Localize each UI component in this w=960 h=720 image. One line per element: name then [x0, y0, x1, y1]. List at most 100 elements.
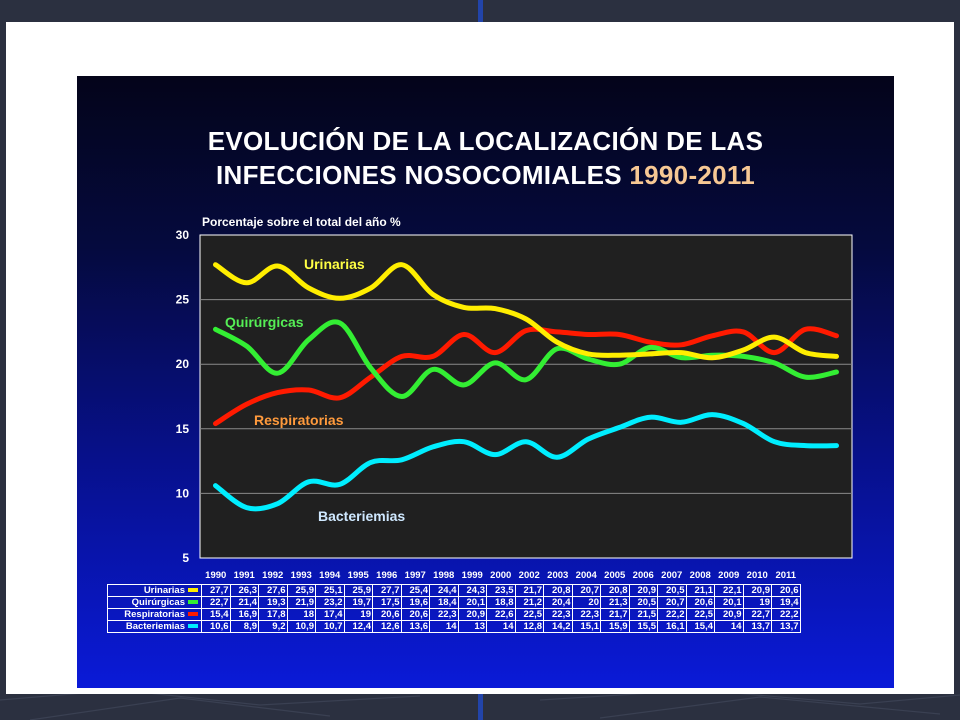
- bottom-accent-bar: [478, 694, 483, 720]
- y-tick-label: 15: [176, 422, 190, 436]
- legend-swatch: [188, 611, 198, 616]
- y-tick-label: 5: [182, 551, 189, 565]
- x-tick-label: 1999: [461, 569, 483, 581]
- table-cell: 22,2: [771, 607, 801, 621]
- x-tick-label: 2005: [604, 569, 626, 581]
- x-tick-label: 1992: [262, 569, 284, 581]
- table-row: Respiratorias 15,4 16,9 17,8 18 17,4 19 20,6 20,…: [107, 607, 801, 621]
- table-cell: 20,6: [685, 595, 715, 609]
- plot-area: [199, 234, 853, 559]
- table-cell: 19,6: [400, 595, 430, 609]
- table-cell: 13: [457, 619, 487, 633]
- table-series-name: Quirúrgicas: [131, 596, 185, 608]
- x-tick-label: 2010: [746, 569, 768, 581]
- line-chart: 5 10 15 20 25 30: [176, 228, 853, 565]
- table-cell: 25,9: [286, 583, 316, 597]
- series-label: Respiratorias: [254, 412, 344, 428]
- table-cell: 13,6: [400, 619, 430, 633]
- table-cell: 14: [714, 619, 744, 633]
- table-cell: 10,6: [201, 619, 231, 633]
- table-cell: 13,7: [742, 619, 772, 633]
- y-tick-label: 25: [176, 293, 190, 307]
- table-cell: 27,6: [258, 583, 288, 597]
- table-cell: 20,6: [400, 607, 430, 621]
- table-cell: 21,7: [600, 607, 630, 621]
- table-cell: 27,7: [201, 583, 231, 597]
- x-tick-label: 1997: [404, 569, 426, 581]
- x-tick-label: 1998: [433, 569, 455, 581]
- x-tick-label: 2007: [661, 569, 683, 581]
- table-cell: 21,1: [685, 583, 715, 597]
- title-line-2-text: INFECCIONES NOSOCOMIALES: [215, 160, 622, 190]
- table-cell: 22,2: [657, 607, 687, 621]
- x-tick-label: 2011: [775, 569, 797, 581]
- table-cell: 22,6: [486, 607, 516, 621]
- table-cell: 20: [571, 595, 601, 609]
- table-cell: 20,8: [543, 583, 573, 597]
- legend-swatch: [188, 587, 198, 592]
- y-axis-label: Porcentaje sobre el total del año %: [202, 215, 401, 229]
- table-cell: 24,3: [457, 583, 487, 597]
- series-line-respiratorias: [213, 326, 839, 427]
- x-tick-label: 2009: [718, 569, 740, 581]
- table-cell: 20,1: [714, 595, 744, 609]
- table-cell: 13,7: [771, 619, 801, 633]
- table-cell: 16,9: [229, 607, 259, 621]
- table-cell: 20,9: [628, 583, 658, 597]
- table-cell: 14: [486, 619, 516, 633]
- table-row-header: Quirúrgicas: [107, 595, 202, 609]
- series-line-bacteriemias: [213, 412, 839, 512]
- table-cell: 21,2: [514, 595, 544, 609]
- table-cell: 22,3: [429, 607, 459, 621]
- table-cell: 22,7: [742, 607, 772, 621]
- x-tick-label: 2004: [575, 569, 597, 581]
- table-cell: 16,1: [657, 619, 687, 633]
- title-line-1: EVOLUCIÓN DE LA LOCALIZACIÓN DE LAS: [207, 126, 764, 156]
- table-cell: 18: [286, 607, 316, 621]
- table-row: Bacteriemias 10,6 8,9 9,2 10,9 10,7 12,4 12,6 13…: [107, 619, 801, 633]
- table-cell: 19,4: [771, 595, 801, 609]
- x-tick-label: 1991: [233, 569, 255, 581]
- table-cell: 20,7: [571, 583, 601, 597]
- table-cell: 18,8: [486, 595, 516, 609]
- table-cell: 27,7: [372, 583, 402, 597]
- y-tick-label: 20: [176, 357, 190, 371]
- table-cell: 20,9: [714, 607, 744, 621]
- y-tick-label: 30: [176, 228, 190, 242]
- table-cell: 20,6: [771, 583, 801, 597]
- table-cell: 26,3: [229, 583, 259, 597]
- table-cell: 20,5: [657, 583, 687, 597]
- table-cell: 15,9: [600, 619, 630, 633]
- y-tick-label: 10: [176, 486, 190, 500]
- table-cell: 9,2: [258, 619, 288, 633]
- table-cell: 22,5: [685, 607, 715, 621]
- table-cell: 23,2: [315, 595, 345, 609]
- table-cell: 20,4: [543, 595, 573, 609]
- table-cell: 20,8: [600, 583, 630, 597]
- x-tick-label: 2008: [689, 569, 711, 581]
- table-cell: 14: [429, 619, 459, 633]
- x-tick-label: 1994: [319, 569, 341, 581]
- table-cell: 20,6: [372, 607, 402, 621]
- data-table: 1990 1991 1992 1993 1994 1995 1996 1997 1998 1999…: [107, 567, 801, 633]
- table-cell: 21,4: [229, 595, 259, 609]
- table-cell: 15,4: [201, 607, 231, 621]
- table-row: Quirúrgicas 22,7 21,4 19,3 21,9 23,2 19,7 17,5 1…: [107, 595, 801, 609]
- table-series-name: Urinarias: [143, 584, 185, 596]
- series-label: Quirúrgicas: [225, 314, 304, 330]
- table-cell: 21,9: [286, 595, 316, 609]
- table-cell: 25,4: [400, 583, 430, 597]
- table-cell: 15,4: [685, 619, 715, 633]
- x-tick-label: 2003: [547, 569, 569, 581]
- table-cell: 17,4: [315, 607, 345, 621]
- title-years: 1990-2011: [629, 160, 756, 190]
- table-series-name: Bacteriemias: [125, 620, 185, 632]
- table-series-name: Respiratorias: [124, 608, 185, 620]
- table-cell: 20,1: [457, 595, 487, 609]
- x-tick-label: 2000: [490, 569, 512, 581]
- table-cell: 24,4: [429, 583, 459, 597]
- table-cell: 19,7: [343, 595, 373, 609]
- x-tick-label: 1995: [347, 569, 369, 581]
- x-tick-label: 1990: [205, 569, 227, 581]
